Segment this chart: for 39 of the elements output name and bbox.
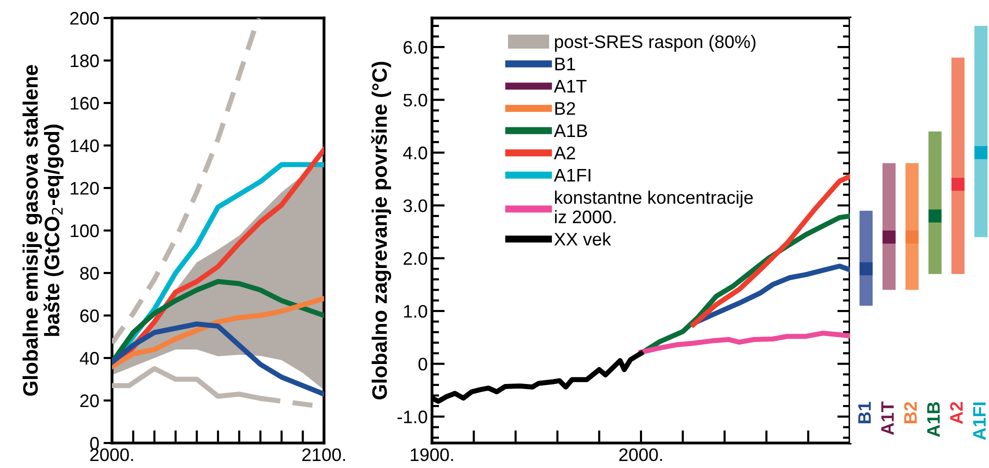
legend-label: A2: [554, 146, 576, 160]
y-tick-label: 120: [70, 182, 99, 195]
y-tick-label: 40: [80, 352, 99, 365]
y-tick-label: 80: [80, 266, 99, 280]
y-tick-label: 0: [418, 358, 428, 371]
y-tick-label: 200: [70, 12, 99, 25]
x-tick-label: 1900.: [410, 448, 453, 462]
legend-label: A1B: [554, 124, 588, 137]
y-tick-label: 160: [70, 96, 99, 110]
x-tick-label: 2100.: [302, 448, 345, 462]
x-tick-label: A1FI: [973, 402, 986, 440]
y-axis-title: Globalno zagrevanje površine (°C): [371, 62, 392, 400]
y-tick-label: 5.0: [403, 94, 428, 107]
y-tick-label: -1.0: [398, 410, 428, 424]
legend-label: A1T: [554, 80, 587, 92]
y-tick-label: 2.0: [404, 252, 428, 265]
y-tick-label: 60: [80, 309, 99, 322]
legend-label: B2: [555, 102, 576, 115]
x-tick-label: B2: [904, 402, 917, 424]
y-axis-title: Globalne emisije gasova staklene bašte (GtCO$_{2}$-eq/god): [22, 65, 64, 396]
y-tick-label: 4.0: [403, 146, 428, 160]
y-tick-label: 3.0: [403, 199, 428, 212]
legend-label: konstantne koncentracije iz 2000.: [555, 190, 753, 224]
x-tick-label: A1T: [881, 402, 894, 435]
x-tick-label: A1B: [927, 402, 940, 438]
y-tick-label: 140: [70, 139, 99, 152]
legend-label: post-SRES raspon (80%): [555, 34, 756, 52]
x-tick-label: A2: [950, 402, 963, 424]
legend-label: XX vek: [554, 232, 612, 246]
y-tick-label: 20: [80, 394, 99, 408]
x-tick-label: 2000.: [619, 448, 662, 462]
y-tick-label: 100: [70, 224, 99, 238]
x-tick-label: 2000.: [90, 448, 133, 462]
y-tick-label: 6.0: [404, 40, 428, 54]
y-tick-label: 180: [70, 54, 99, 68]
legend-label: A1FI: [554, 169, 590, 182]
y-tick-label: 1.0: [404, 304, 428, 318]
legend-label: B1: [555, 58, 576, 70]
x-tick-label: B1: [858, 402, 871, 424]
